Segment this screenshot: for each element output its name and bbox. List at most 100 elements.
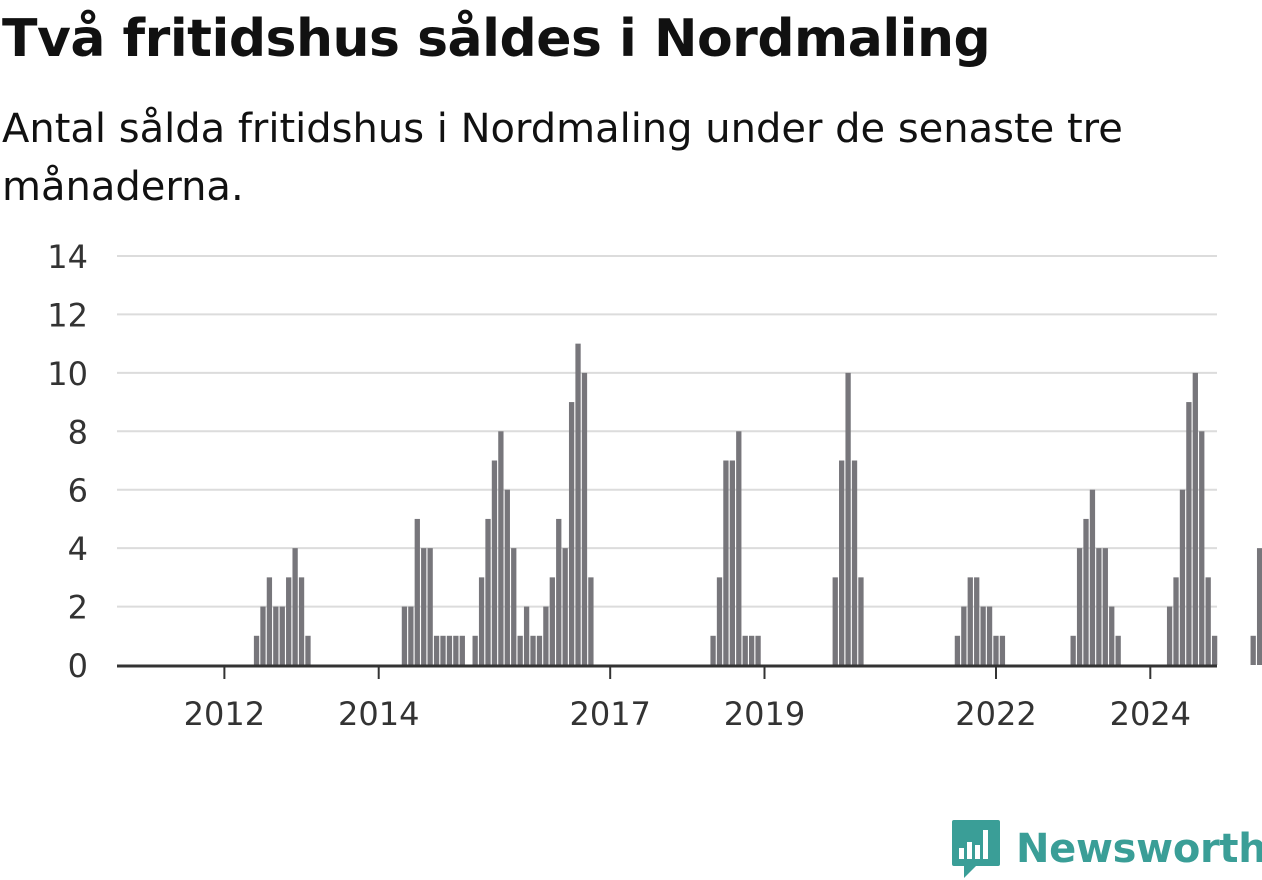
bar bbox=[427, 548, 433, 665]
bar bbox=[421, 548, 427, 665]
bar bbox=[536, 635, 543, 665]
bar bbox=[1089, 489, 1096, 665]
y-tick-label: 8 bbox=[68, 413, 88, 451]
bar bbox=[839, 460, 845, 665]
bar bbox=[736, 431, 742, 665]
bar bbox=[459, 635, 465, 665]
bar bbox=[440, 635, 446, 665]
bar bbox=[543, 606, 549, 665]
bar bbox=[549, 577, 555, 665]
newsworthy-logo-icon bbox=[952, 820, 1000, 878]
x-axis-labels: 2012 2014 2017 2019 2022 2024 bbox=[184, 695, 1191, 733]
bar bbox=[742, 635, 748, 665]
bar bbox=[485, 518, 491, 665]
y-tick-label: 10 bbox=[47, 355, 88, 393]
bar bbox=[1179, 489, 1186, 665]
bars bbox=[253, 343, 1262, 665]
bar bbox=[568, 402, 575, 665]
bar bbox=[433, 635, 440, 665]
bar bbox=[266, 577, 273, 665]
bar bbox=[729, 460, 736, 665]
bar bbox=[974, 577, 980, 665]
bar bbox=[1192, 372, 1198, 665]
y-tick-label: 2 bbox=[68, 589, 88, 627]
bar bbox=[517, 635, 523, 665]
bar bbox=[260, 606, 266, 665]
bar bbox=[858, 577, 864, 665]
bar bbox=[980, 606, 986, 665]
bar bbox=[581, 372, 588, 665]
bar bbox=[504, 489, 510, 665]
bar bbox=[755, 635, 761, 665]
bar bbox=[1096, 548, 1102, 665]
bar bbox=[961, 606, 967, 665]
newsworthy-logo: Newsworthy bbox=[950, 818, 1262, 880]
y-tick-label: 12 bbox=[47, 296, 88, 334]
bar bbox=[562, 548, 568, 665]
bar bbox=[453, 635, 459, 665]
x-axis bbox=[117, 664, 1217, 679]
bar bbox=[1199, 431, 1205, 665]
bar bbox=[1173, 577, 1179, 665]
bar bbox=[999, 635, 1006, 665]
bar bbox=[279, 606, 285, 665]
x-tick-label: 2024 bbox=[1110, 695, 1191, 733]
bar bbox=[993, 635, 999, 665]
bar bbox=[723, 460, 729, 665]
bar bbox=[292, 548, 298, 665]
gridlines bbox=[117, 255, 1217, 608]
bar bbox=[498, 431, 504, 665]
x-tick-label: 2014 bbox=[338, 695, 419, 733]
bar bbox=[1250, 635, 1256, 665]
bar bbox=[408, 606, 414, 665]
bar bbox=[1115, 635, 1121, 665]
y-axis-labels: 0 2 4 6 8 10 12 14 bbox=[47, 238, 88, 685]
bar bbox=[1102, 548, 1108, 665]
bar bbox=[305, 635, 311, 665]
newsworthy-logo-text: Newsworthy bbox=[1016, 826, 1262, 872]
y-tick-label: 14 bbox=[47, 238, 88, 276]
bar bbox=[1109, 606, 1115, 665]
bar bbox=[845, 372, 851, 665]
bar bbox=[710, 635, 716, 665]
bar bbox=[588, 577, 594, 665]
bar bbox=[511, 548, 517, 665]
bar bbox=[1211, 635, 1218, 665]
bar bbox=[401, 606, 408, 665]
x-tick-label: 2012 bbox=[184, 695, 265, 733]
bar bbox=[1256, 548, 1262, 665]
bar bbox=[478, 577, 485, 665]
bar bbox=[1186, 402, 1192, 665]
bar bbox=[556, 518, 562, 665]
bar bbox=[472, 635, 478, 665]
bar bbox=[1070, 635, 1076, 665]
x-tick-label: 2019 bbox=[724, 695, 805, 733]
bar bbox=[286, 577, 292, 665]
bar bbox=[986, 606, 993, 665]
bar bbox=[414, 518, 420, 665]
bar bbox=[491, 460, 498, 665]
chart-subtitle: Antal sålda fritidshus i Nordmaling unde… bbox=[2, 106, 1123, 210]
y-tick-label: 6 bbox=[68, 472, 88, 510]
chart-title: Två fritidshus såldes i Nordmaling bbox=[2, 9, 991, 69]
y-tick-label: 4 bbox=[68, 530, 88, 568]
bar bbox=[253, 635, 260, 665]
bar bbox=[530, 635, 536, 665]
y-tick-label: 0 bbox=[68, 647, 88, 685]
bar bbox=[298, 577, 305, 665]
bar bbox=[1083, 518, 1089, 665]
bar bbox=[749, 635, 755, 665]
x-tick-label: 2017 bbox=[569, 695, 650, 733]
bar bbox=[967, 577, 973, 665]
bar bbox=[273, 606, 279, 665]
bar bbox=[954, 635, 961, 665]
bar bbox=[1076, 548, 1083, 665]
bar bbox=[1205, 577, 1211, 665]
bar bbox=[575, 343, 581, 665]
bar bbox=[523, 606, 530, 665]
bar bbox=[446, 635, 453, 665]
bar bbox=[716, 577, 723, 665]
bar bbox=[851, 460, 858, 665]
x-tick-label: 2022 bbox=[955, 695, 1036, 733]
